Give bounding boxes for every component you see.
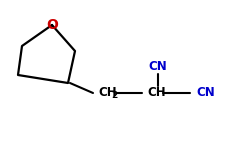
- Text: CN: CN: [149, 59, 167, 73]
- Text: CH: CH: [98, 87, 117, 100]
- Text: O: O: [46, 18, 58, 32]
- Text: 2: 2: [111, 92, 117, 101]
- Text: CH: CH: [147, 87, 166, 100]
- Text: CN: CN: [196, 87, 215, 100]
